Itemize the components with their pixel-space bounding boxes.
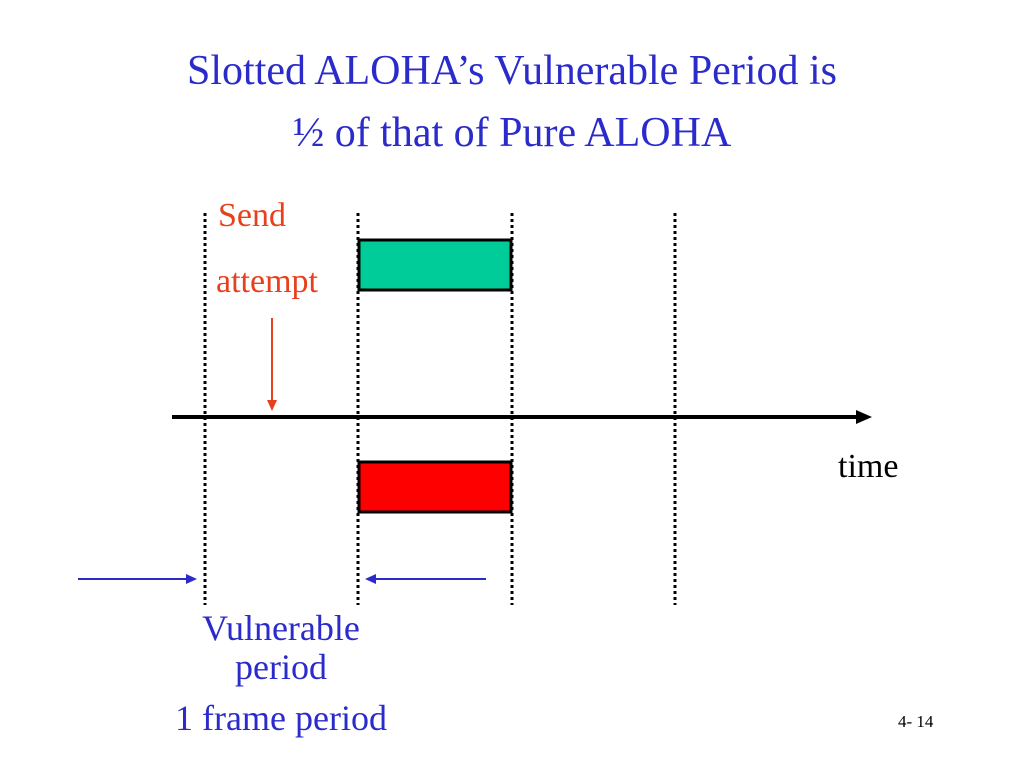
title-line: Slotted ALOHA’s Vulnerable Period is <box>187 48 837 94</box>
vulnerable-label: period <box>235 647 327 687</box>
send-arrow-head <box>267 400 277 411</box>
vulnerable-arrow-head <box>365 574 376 584</box>
frame-box <box>357 460 513 514</box>
time-axis-head <box>856 410 872 424</box>
vulnerable-arrow-head <box>186 574 197 584</box>
frame-box <box>357 238 513 292</box>
send-label: attempt <box>216 263 319 300</box>
vulnerable-label: Vulnerable <box>202 608 360 648</box>
title-line: ½ of that of Pure ALOHA <box>293 110 732 156</box>
send-label: Send <box>218 197 286 234</box>
axis-label: time <box>838 448 898 485</box>
vulnerable-label: 1 frame period <box>175 698 387 738</box>
slot-boundaries <box>203 213 677 605</box>
page-number: 4- 14 <box>898 712 934 731</box>
